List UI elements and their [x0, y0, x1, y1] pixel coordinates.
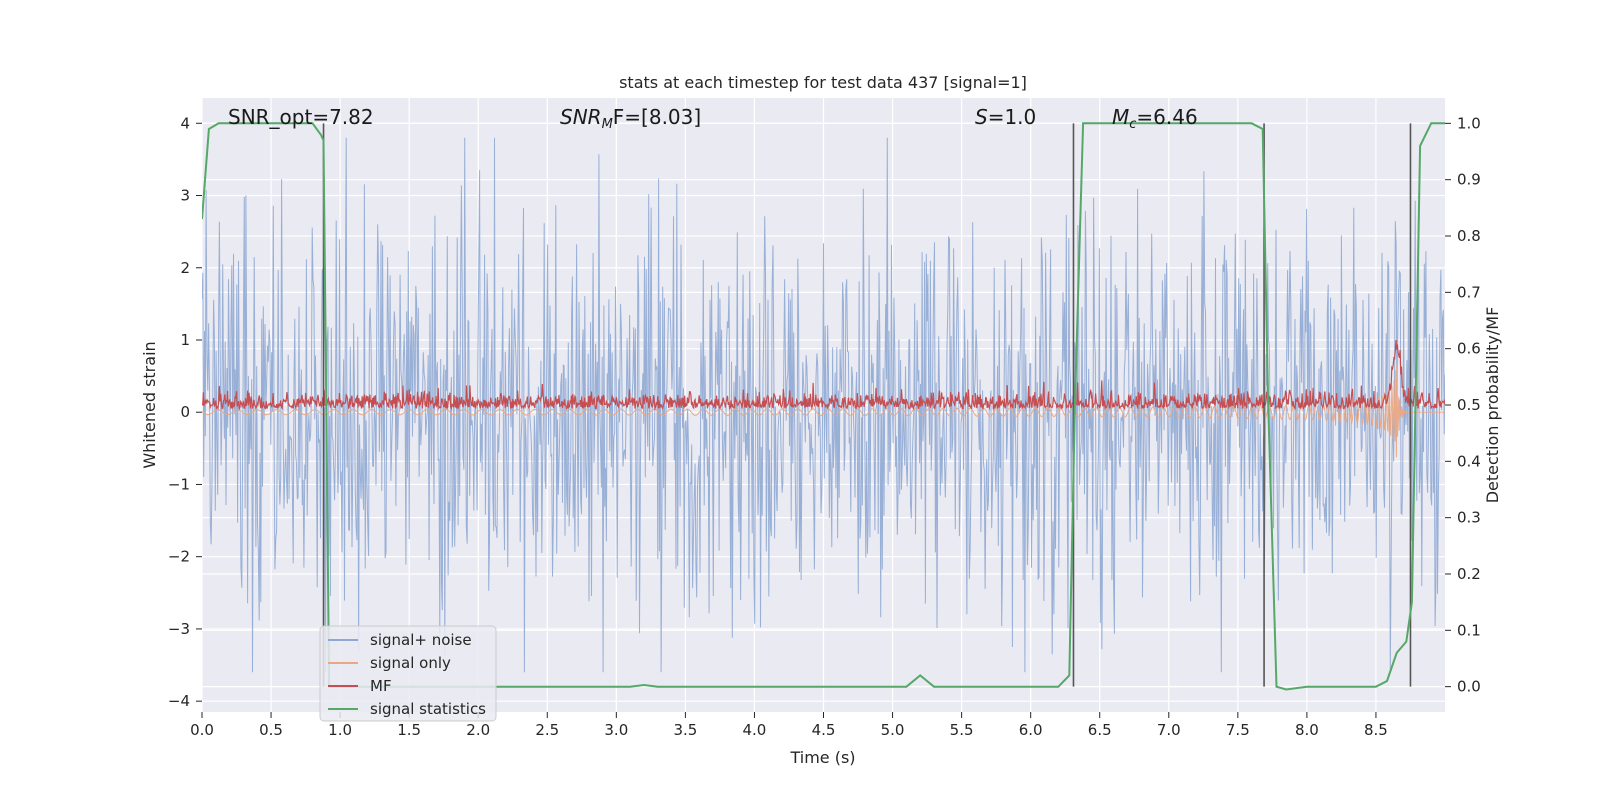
y-axis-label: Whitened strain	[140, 341, 159, 468]
y-tick-label: 1	[180, 331, 190, 349]
x-tick-label: 6.5	[1088, 721, 1112, 739]
y-tick-label: −1	[168, 475, 190, 493]
y2-tick-label: 0.3	[1457, 509, 1481, 527]
y-tick-label: 2	[180, 259, 190, 277]
annotation-snr-mf: SNRMF=[8.03]	[560, 105, 701, 132]
series-mf	[202, 339, 1445, 411]
x-tick-label: 5.0	[881, 721, 905, 739]
data-layer	[202, 122, 1445, 691]
annotation-mc: Mc=6.46	[1112, 105, 1198, 132]
x-tick-label: 4.0	[743, 721, 767, 739]
y2-tick-label: 1.0	[1457, 114, 1481, 132]
x-tick-label: 1.5	[397, 721, 421, 739]
x-tick-label: 2.5	[535, 721, 559, 739]
y-tick-label: 0	[180, 403, 190, 421]
x-tick-label: 1.0	[328, 721, 352, 739]
x-tick-label: 7.0	[1157, 721, 1181, 739]
y2-tick-label: 0.8	[1457, 227, 1481, 245]
series-signal-noise	[202, 137, 1445, 673]
x-tick-label: 6.0	[1019, 721, 1043, 739]
y2-tick-label: 0.1	[1457, 621, 1481, 639]
y-tick-label: −2	[168, 548, 190, 566]
y2-tick-label: 0.0	[1457, 678, 1481, 696]
x-tick-label: 3.0	[604, 721, 628, 739]
annotation-snr-opt: SNR_opt=7.82	[228, 105, 374, 129]
x-tick-label: 0.5	[259, 721, 283, 739]
y-tick-label: 3	[180, 187, 190, 205]
series-signal-statistics	[202, 122, 1445, 691]
legend-label-mf: MF	[370, 677, 392, 695]
y2-tick-label: 0.7	[1457, 283, 1481, 301]
series-signal-only	[202, 362, 1445, 458]
annotation-s: S=1.0	[975, 105, 1036, 129]
legend-box	[319, 625, 497, 722]
x-tick-label: 3.5	[673, 721, 697, 739]
x-tick-label: 8.0	[1295, 721, 1319, 739]
legend-label-signal-only: signal only	[370, 654, 451, 672]
legend: signal+ noise signal only MF signal stat…	[319, 625, 497, 722]
x-axis: 0.0 0.5 1.0 1.5 2.0 2.5 3.0 3.5 4.0 4.5 5.0 5.5 6.0 6…	[190, 712, 1388, 739]
y2-tick-label: 0.6	[1457, 340, 1481, 358]
y-tick-label: 4	[180, 114, 190, 132]
y2-tick-label: 0.4	[1457, 452, 1481, 470]
y-axis-left: 4 3 2 1 0 −1 −2 −3 −4	[168, 114, 202, 710]
x-tick-label: 4.5	[812, 721, 836, 739]
x-tick-label: 2.0	[466, 721, 490, 739]
y2-tick-label: 0.9	[1457, 171, 1481, 189]
x-tick-label: 8.5	[1364, 721, 1388, 739]
chart-title: stats at each timestep for test data 437…	[619, 73, 1027, 92]
y2-tick-label: 0.2	[1457, 565, 1481, 583]
y-tick-label: −4	[168, 692, 190, 710]
y2-tick-label: 0.5	[1457, 396, 1481, 414]
x-axis-label: Time (s)	[789, 748, 855, 767]
y-axis-right: 1.0 0.9 0.8 0.7 0.6 0.5 0.4 0.3 0.2 0.1 0.0	[1445, 114, 1481, 696]
x-tick-label: 0.0	[190, 721, 214, 739]
legend-label-signal-statistics: signal statistics	[370, 700, 486, 718]
x-tick-label: 5.5	[950, 721, 974, 739]
x-tick-label: 7.5	[1226, 721, 1250, 739]
legend-label-signal-noise: signal+ noise	[370, 631, 472, 649]
y-tick-label: −3	[168, 620, 190, 638]
y2-axis-label: Detection probability/MF	[1483, 307, 1502, 504]
